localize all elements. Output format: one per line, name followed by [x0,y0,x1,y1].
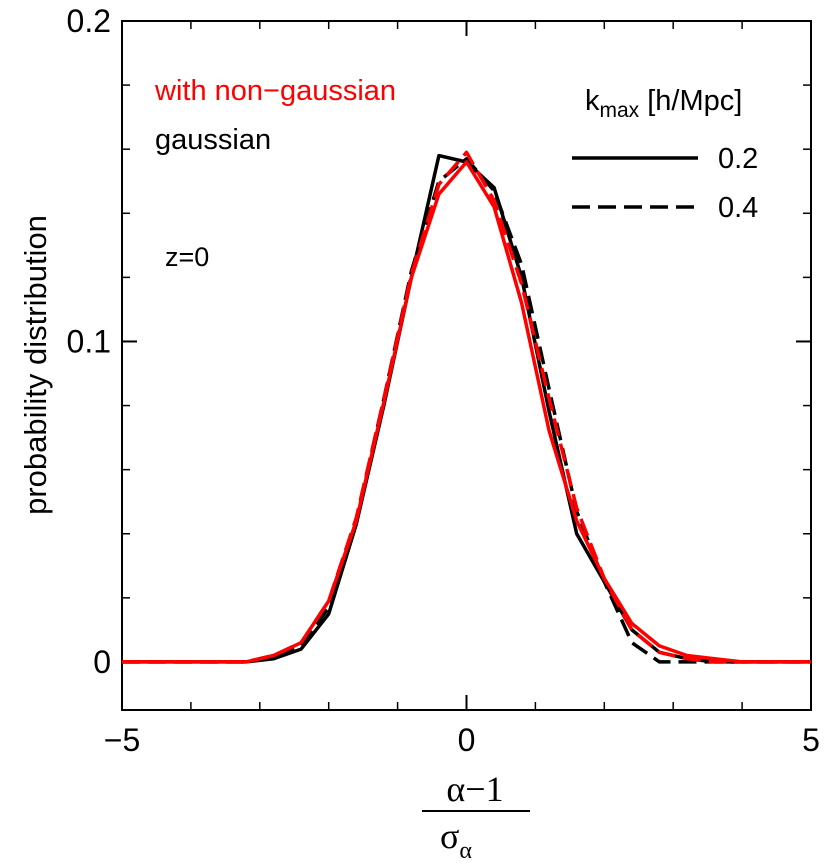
annotation-redshift: z=0 [165,242,209,272]
minor-ticks [122,21,811,710]
y-tick-label: 0 [93,644,111,680]
legend-dashed-label: 0.4 [718,192,758,224]
x-axis-label-sigma: σ [440,816,459,856]
annotation-gaussian: gaussian [155,124,271,156]
legend-title-sub: max [600,99,640,122]
x-tick-label: −5 [104,722,140,758]
x-axis-label-numerator: α−1 [446,769,503,809]
series-line-1 [122,153,811,664]
x-tick-label: 0 [458,722,476,758]
legend-title: kmax [h/Mpc] [585,85,742,122]
x-axis-label-denominator: σα [440,816,472,864]
y-tick-label: 0.1 [67,323,111,359]
legend-solid-label: 0.2 [718,143,758,175]
legend-title-unit: [h/Mpc] [639,85,742,117]
annotation-nongaussian: with non−gaussian [154,75,396,107]
series-line-2 [122,157,811,664]
y-tick-label: 0.2 [67,3,111,39]
legend: kmax [h/Mpc] 0.2 0.4 [572,85,758,224]
series-line-4 [122,150,811,664]
tick-labels: −5 0 5 0 0.1 0.2 [67,3,820,758]
x-tick-label: 5 [802,722,820,758]
series-line-3 [122,160,811,664]
legend-title-k: k [585,85,600,117]
y-axis-label: probability distribution [18,215,53,515]
series-group [122,150,811,664]
x-axis-label-subscript: α [459,838,472,864]
x-axis-label: α−1 σα [422,769,530,864]
